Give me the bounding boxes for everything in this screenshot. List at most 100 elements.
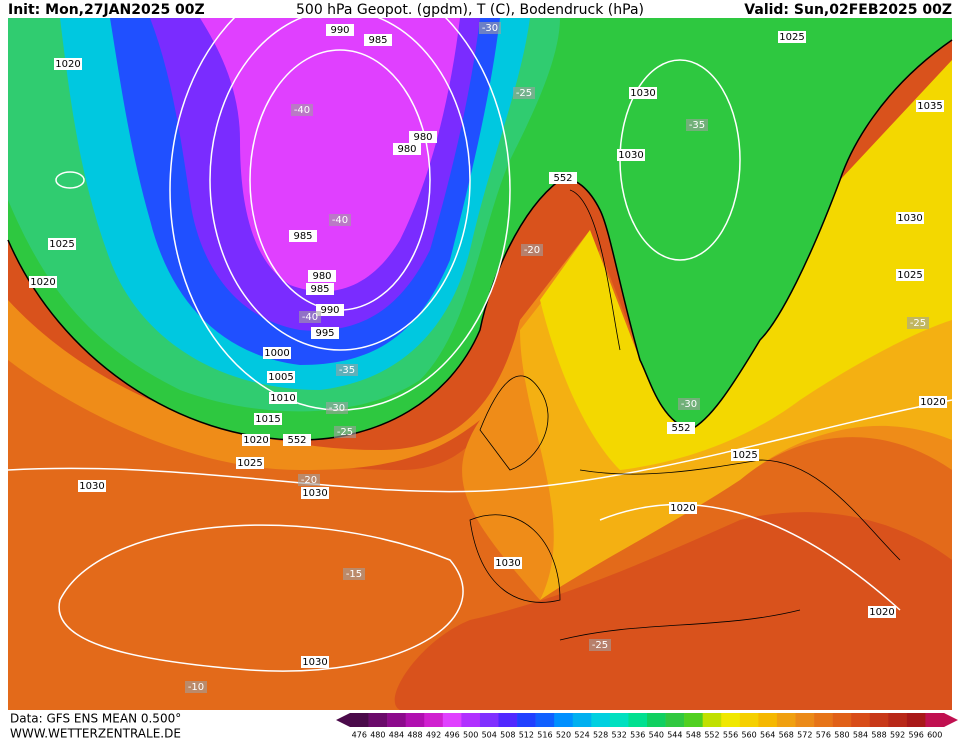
colorbar-label: 584 [853, 731, 868, 740]
isobar-label: 1030 [495, 558, 520, 569]
colorbar-label: 512 [519, 731, 534, 740]
colorbar-label: 500 [463, 731, 478, 740]
isobar-label: 1020 [30, 277, 55, 288]
temperature-label-box [479, 22, 501, 34]
colorbar-swatch [368, 713, 388, 727]
colorbar-swatch [814, 713, 833, 727]
isobar-label-box [236, 457, 264, 469]
isobar-label-box [409, 131, 437, 143]
isobar-label-box [311, 327, 339, 339]
isobar-label: 985 [368, 35, 387, 46]
colorbar-swatch [609, 713, 629, 727]
coastlines [469, 189, 901, 641]
colorbar-swatch [461, 713, 481, 727]
isobar-label: 1010 [270, 393, 295, 404]
colorbar-label: 520 [556, 731, 571, 740]
colorbar-label: 588 [871, 731, 886, 740]
isobar-label-box [308, 270, 336, 282]
colorbar-label: 532 [612, 731, 627, 740]
contour-labels: 9909851020102510301035980980103010259859… [29, 22, 947, 693]
temperature-label: -30 [681, 399, 697, 410]
colorbar-arrow-right [944, 713, 958, 727]
website: WWW.WETTERZENTRALE.DE [10, 727, 181, 741]
isobar-label: 1035 [917, 101, 942, 112]
colorbar-swatch [405, 713, 425, 727]
temperature-label-box [343, 568, 365, 580]
colorbar-swatch [851, 713, 871, 727]
colorbar: 476 480 484 488 492 496 500 504 508 512 516 520 524 5… [336, 713, 958, 740]
temperature-label: -40 [294, 105, 310, 116]
isobar-label-box [54, 58, 82, 70]
colorbar-swatch [591, 713, 611, 727]
temperature-label-box [291, 104, 313, 116]
isobar-label: 980 [397, 144, 416, 155]
temperature-label: -25 [592, 640, 608, 651]
colorbar-swatch [776, 713, 796, 727]
header-bar [0, 0, 959, 18]
isobar-label-box [778, 31, 806, 43]
map-title: 500 hPa Geopot. (gpdm), T (C), Bodendruc… [296, 2, 644, 18]
colorbar-swatch [721, 713, 741, 727]
isobar-label: 1030 [79, 481, 104, 492]
colorbar-swatch [647, 713, 666, 727]
colorbar-label: 596 [909, 731, 924, 740]
colorbar-label: 536 [630, 731, 645, 740]
isobar-label: 990 [330, 25, 349, 36]
colorbar-label: 572 [797, 731, 812, 740]
colorbar-label: 576 [816, 731, 831, 740]
field-492 [200, 18, 460, 292]
isobar-label: 1025 [897, 270, 922, 281]
colorbar-swatch [535, 713, 555, 727]
colorbar-swatch [832, 713, 852, 727]
isobar-label-box [301, 487, 329, 499]
temperature-label: -35 [689, 120, 705, 131]
colorbar-label: 580 [834, 731, 849, 740]
temperature-label: -35 [339, 365, 355, 376]
temperature-label: -40 [302, 312, 318, 323]
data-source: Data: GFS ENS MEAN 0.500° [10, 712, 181, 726]
isobar-label: 980 [312, 271, 331, 282]
isobar-label: 1025 [237, 458, 262, 469]
temperature-label: -25 [337, 427, 353, 438]
isobar-label: 1030 [302, 488, 327, 499]
isobar-label: 1020 [869, 607, 894, 618]
temperature-label-box [521, 244, 543, 256]
isobar-label-box [916, 100, 944, 112]
isobar-label-box [617, 149, 645, 161]
colorbar-label: 528 [593, 731, 608, 740]
isobar-label: 1030 [897, 213, 922, 224]
init-time: Init: Mon,27JAN2025 00Z [8, 2, 205, 18]
temperature-label: -25 [516, 88, 532, 99]
colorbar-swatch [888, 713, 908, 727]
colorbar-label: 484 [389, 731, 404, 740]
temperature-label-box [185, 681, 207, 693]
isobar-label-box [393, 143, 421, 155]
isobar-label: 1025 [49, 239, 74, 250]
temperature-label: -10 [188, 682, 204, 693]
temperature-label-box [513, 87, 535, 99]
colorbar-label: 600 [927, 731, 942, 740]
colorbar-swatch [795, 713, 815, 727]
colorbar-label: 508 [500, 731, 515, 740]
colorbar-label: 504 [482, 731, 497, 740]
colorbar-swatch [628, 713, 648, 727]
temperature-label-box [907, 317, 929, 329]
temperature-label-box [589, 639, 611, 651]
isobar-label: 1020 [670, 503, 695, 514]
temperature-label: -30 [482, 23, 498, 34]
isobar-label: 1020 [243, 435, 268, 446]
isobar-label-box [896, 212, 924, 224]
isobar-label-box [667, 422, 695, 434]
isobar-label-box [283, 434, 311, 446]
colorbar-label: 540 [649, 731, 664, 740]
isobar-label: 985 [310, 284, 329, 295]
temperature-label-box [298, 474, 320, 486]
isobar-label-box [494, 557, 522, 569]
temperature-label-box [329, 214, 351, 226]
isobar-label-box [267, 371, 295, 383]
isobar-label: 1030 [630, 88, 655, 99]
temperature-label-box [299, 311, 321, 323]
colorbar-swatch [498, 713, 518, 727]
isobar-label-box [896, 269, 924, 281]
